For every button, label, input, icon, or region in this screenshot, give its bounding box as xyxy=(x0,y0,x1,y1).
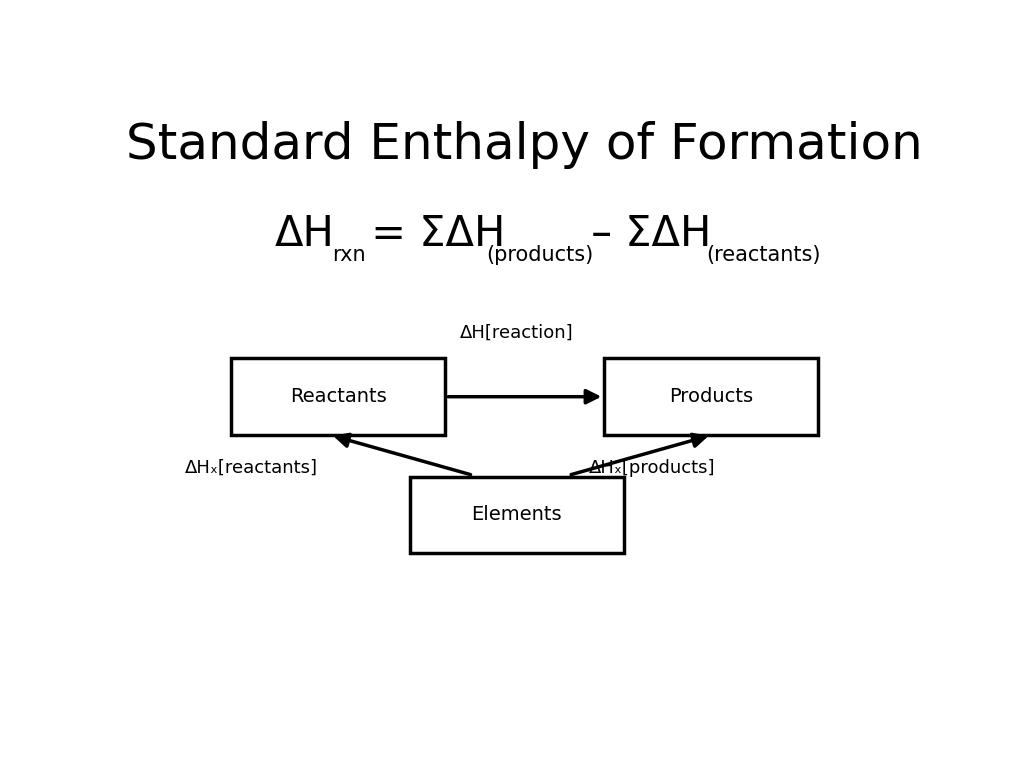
Text: Standard Enthalpy of Formation: Standard Enthalpy of Formation xyxy=(126,121,924,170)
Text: Products: Products xyxy=(670,387,754,406)
Text: (reactants): (reactants) xyxy=(707,245,821,265)
Text: ΔHₓ[products]: ΔHₓ[products] xyxy=(589,458,715,477)
Text: ΔH: ΔH xyxy=(274,213,335,255)
Text: Reactants: Reactants xyxy=(290,387,387,406)
Text: ΔH[reaction]: ΔH[reaction] xyxy=(460,324,573,342)
Text: Elements: Elements xyxy=(471,505,562,525)
FancyBboxPatch shape xyxy=(604,358,818,435)
Text: ΔHₓ[reactants]: ΔHₓ[reactants] xyxy=(184,458,317,477)
FancyBboxPatch shape xyxy=(410,476,624,554)
Text: (products): (products) xyxy=(486,245,594,265)
Text: – ΣΔH: – ΣΔH xyxy=(578,213,712,255)
FancyBboxPatch shape xyxy=(231,358,445,435)
Text: = ΣΔH: = ΣΔH xyxy=(358,213,506,255)
Text: rxn: rxn xyxy=(332,245,366,265)
